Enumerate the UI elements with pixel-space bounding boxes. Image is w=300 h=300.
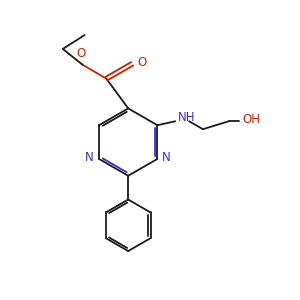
Text: O: O xyxy=(137,56,146,69)
Text: O: O xyxy=(76,47,85,60)
Text: N: N xyxy=(85,152,94,164)
Text: NH: NH xyxy=(178,111,196,124)
Text: OH: OH xyxy=(243,113,261,126)
Text: N: N xyxy=(162,152,171,164)
